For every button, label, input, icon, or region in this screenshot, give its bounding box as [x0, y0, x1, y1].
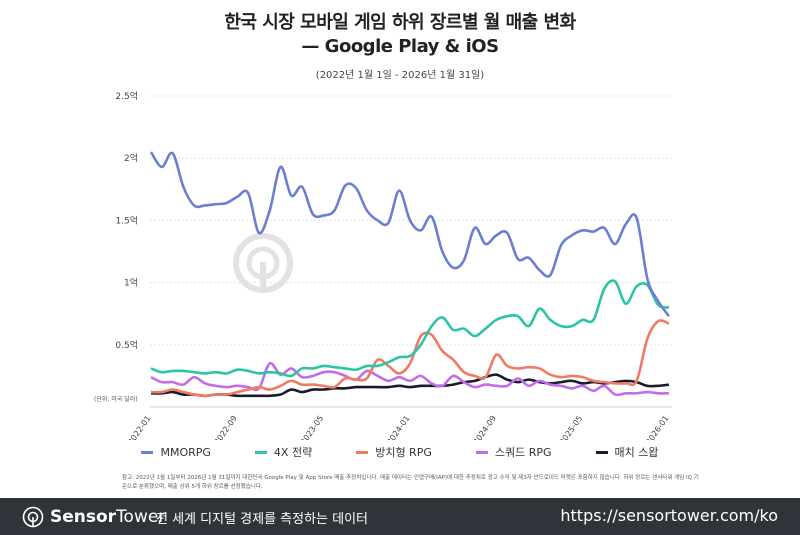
legend-label: 4X 전략 [273, 446, 313, 459]
legend-swatch [595, 450, 608, 454]
sensortower-logo-icon [233, 233, 293, 293]
legend-item: 4X 전략 [254, 444, 313, 460]
legend-item: MMORPG [141, 444, 211, 460]
legend: MMORPG 4X 전략 방치형 RPG 스쿼드 RPG 매치 스왑 [0, 444, 800, 460]
y-tick-label: 2억 [124, 152, 138, 164]
series-line-방치형-RPG [150, 319, 670, 398]
legend-item: 스쿼드 RPG [475, 444, 552, 460]
legend-label: 스쿼드 RPG [494, 446, 552, 459]
series-line-MMORPG [149, 151, 671, 317]
x-tick-label: 2022-01 [126, 414, 153, 440]
legend-label: MMORPG [160, 445, 211, 459]
legend-item: 방치형 RPG [356, 444, 432, 460]
x-tick-label: 2023-05 [299, 414, 326, 440]
legend-label: 매치 스왑 [614, 446, 659, 459]
footnote: 참고: 2022년 1월 1일부터 2026년 1월 31일까지 대한민국 Go… [122, 475, 699, 490]
legend-label: 방치형 RPG [375, 446, 432, 459]
legend-swatch [254, 450, 267, 454]
footer-logo: SensorTower [22, 506, 165, 528]
unit-label: (단위: 미국 달러) [94, 395, 138, 403]
chart-title-line2: — Google Play & iOS [301, 36, 499, 57]
legend-swatch [475, 450, 488, 454]
legend-swatch [141, 450, 154, 454]
legend-swatch [356, 450, 369, 454]
series-line-매치-스왑 [150, 373, 670, 398]
x-tick-label: 2022-09 [212, 414, 239, 440]
y-tick-label: 1억 [124, 277, 138, 289]
brand-sensor: Sensor [50, 507, 117, 527]
line-chart: 0.5억 1억 1.5억 2억 2.5억 (단위: 미국 달러) 2022-01 2022-0… [94, 90, 672, 440]
footer-tagline: 전 세계 디지털 경제를 측정하는 데이터 [156, 512, 369, 527]
y-tick-label: 2.5억 [115, 90, 138, 102]
footer-url[interactable]: https://sensortower.com/ko [560, 506, 778, 525]
x-tick-label: 2026-01 [644, 414, 671, 440]
y-tick-label: 1.5억 [115, 214, 138, 226]
x-tick-label: 2024-09 [471, 414, 498, 440]
y-tick-label: 0.5억 [115, 339, 138, 351]
watermark [232, 232, 294, 294]
brand-tower: Tower [116, 507, 166, 527]
chart-subtitle: (2022년 1월 1일 - 2026년 1월 31일) [315, 70, 485, 81]
footer-bar: SensorTower 전 세계 디지털 경제를 측정하는 데이터 https:… [0, 498, 800, 535]
legend-item: 매치 스왑 [595, 444, 659, 460]
x-tick-label: 2024-01 [385, 414, 412, 440]
x-tick-label: 2025-05 [558, 414, 585, 440]
series-line-4X-전략 [150, 279, 670, 378]
series-line-스쿼드-RPG [150, 361, 670, 397]
chart-title: 한국 시장 모바일 게임 하위 장르별 월 매출 변화 [224, 12, 576, 33]
sensortower-logo-icon [22, 506, 44, 528]
